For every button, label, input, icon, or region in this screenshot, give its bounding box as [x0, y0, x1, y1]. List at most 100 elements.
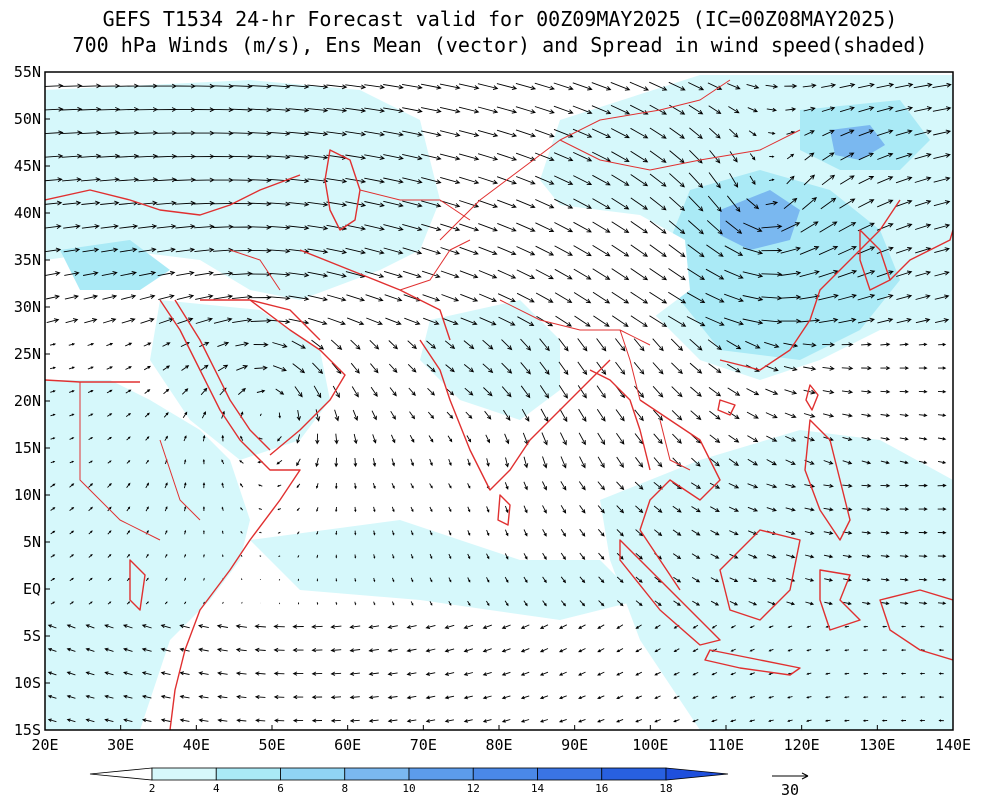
wind-vector [787, 696, 793, 699]
wind-vector [597, 481, 606, 491]
wind-vector [765, 84, 779, 89]
wind-vector [275, 388, 285, 395]
wind-vector [554, 198, 574, 209]
wind-vector [84, 318, 98, 324]
wind-vector [326, 107, 348, 113]
wind-vector [806, 672, 812, 675]
wind-vector [353, 457, 358, 468]
wind-vector [729, 151, 738, 163]
wind-vector [88, 601, 93, 605]
wind-vector [653, 433, 663, 445]
wind-vector [597, 456, 605, 469]
wind-vector [579, 600, 586, 607]
wind-vector [463, 624, 474, 629]
wind-vector [240, 554, 243, 557]
wind-vector [724, 293, 744, 302]
wind-vector [558, 385, 568, 399]
coast-madagascar [129, 559, 146, 611]
wind-vector [749, 153, 756, 161]
wind-vector [766, 507, 777, 512]
wind-vector [183, 482, 187, 489]
wind-vector [785, 483, 797, 489]
wind-vector [327, 317, 346, 326]
wind-vector [269, 131, 291, 136]
wind-vector [880, 507, 891, 512]
wind-vector [460, 293, 479, 302]
lon-label: 130E [859, 736, 895, 754]
wind-vector [61, 106, 83, 112]
wind-vector [467, 483, 471, 489]
wind-vector [673, 671, 680, 676]
colorbar-label: 12 [467, 782, 480, 795]
wind-vector [391, 458, 396, 467]
wind-vector [157, 270, 176, 277]
wind-vector [786, 153, 795, 160]
wind-vector [783, 365, 798, 372]
wind-vector [463, 695, 473, 700]
wind-vector [725, 220, 743, 234]
wind-vector [615, 409, 625, 422]
wind-vector [535, 245, 555, 256]
wind-vector [334, 482, 338, 490]
wind-vector [45, 247, 62, 253]
wind-vector [635, 624, 642, 629]
wind-vector [765, 412, 778, 419]
wind-vector [780, 318, 802, 324]
wind-vector [692, 624, 699, 629]
wind-vector [429, 506, 433, 513]
wind-vector [668, 268, 686, 281]
wind-vector [560, 600, 567, 607]
wind-vector [349, 718, 360, 723]
wind-vector [139, 294, 156, 300]
wind-vector [918, 389, 928, 394]
wind-vector [780, 294, 802, 300]
wind-vector [477, 83, 499, 90]
wind-vector [425, 648, 436, 653]
wind-vector [235, 647, 247, 653]
wind-vector [825, 672, 831, 675]
wind-vector [630, 291, 649, 304]
longitude-axis: 20E 30E 40E 50E 60E 70E 80E 90E 100E 110E 120E 130E… [31, 725, 971, 754]
wind-vector [250, 107, 272, 113]
wind-vector [858, 106, 875, 113]
wind-vector [895, 106, 914, 113]
wind-vector [761, 248, 783, 253]
wind-vector [278, 555, 281, 557]
wind-vector [106, 389, 113, 394]
wind-vector [482, 695, 492, 700]
wind-vector [296, 483, 301, 489]
wind-vector [202, 482, 206, 489]
wind-vector [560, 481, 567, 491]
wind-vector [217, 694, 228, 699]
wind-vector [164, 506, 168, 512]
coast-korea [859, 229, 891, 291]
wind-vector [184, 601, 187, 605]
wind-vector [749, 175, 756, 186]
wind-vector [918, 413, 928, 418]
wind-vector [610, 128, 630, 139]
wind-vector [107, 436, 112, 441]
colorbar-segment [537, 767, 603, 781]
wind-vector [899, 413, 909, 418]
wind-vector [368, 671, 379, 676]
wind-vector [326, 131, 348, 137]
wind-vector [123, 694, 133, 699]
wind-vector [937, 390, 947, 394]
wind-vector [671, 410, 683, 421]
wind-vector [840, 129, 855, 137]
wind-vector [64, 294, 79, 300]
wind-vector [444, 648, 455, 653]
wind-vector [193, 83, 215, 89]
spread-shading-high [720, 125, 885, 250]
colorbar-label: 10 [402, 782, 415, 795]
wind-vector [427, 411, 435, 419]
country-borders [79, 79, 801, 541]
wind-vector [728, 506, 740, 512]
wind-vector [515, 129, 536, 138]
wind-vector [387, 718, 398, 723]
coast-taiwan [805, 384, 819, 411]
lat-label: 45N [14, 157, 41, 175]
wind-vector [729, 128, 739, 138]
wind-vector [822, 413, 835, 418]
wind-vector [164, 435, 168, 441]
